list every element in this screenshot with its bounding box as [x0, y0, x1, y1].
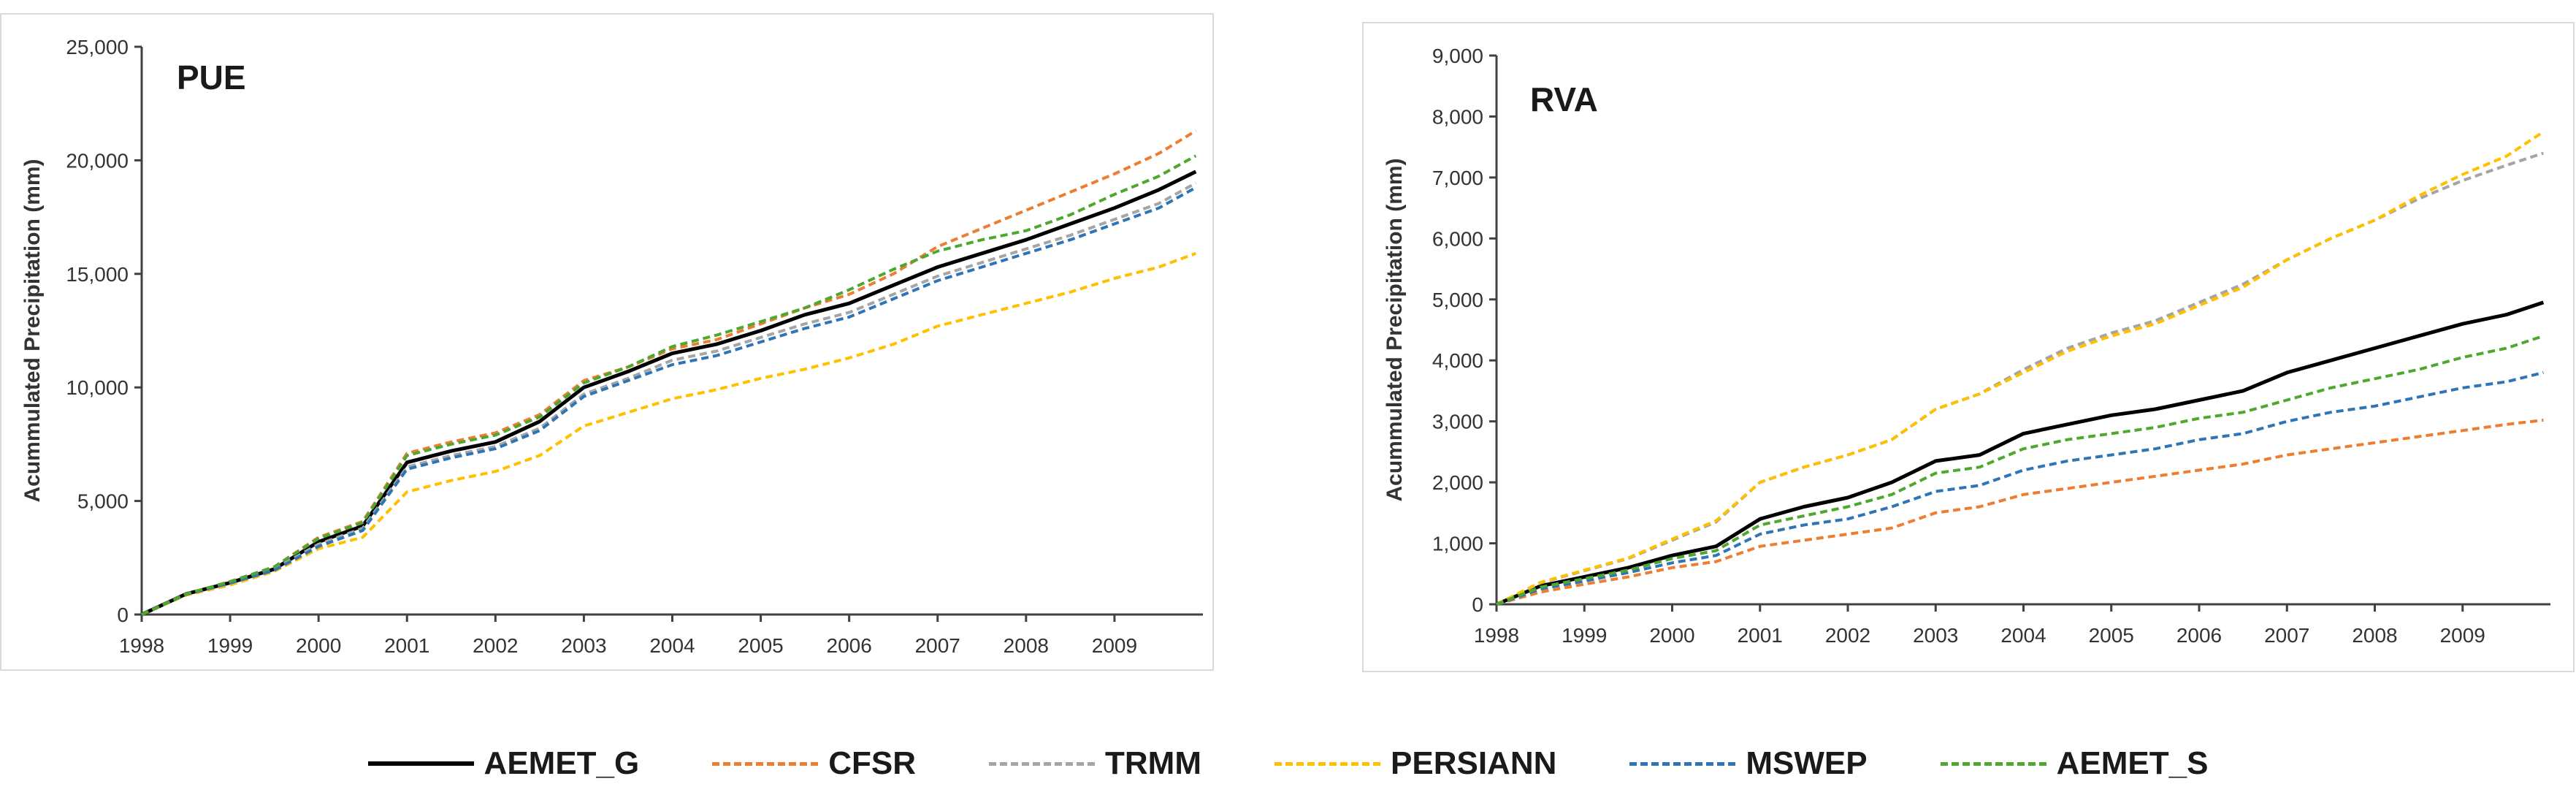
legend: AEMET_G CFSR TRMM PERSIANN MSWEP AEMET_S [0, 738, 2576, 789]
chart-panel-rva: 0 1,000 2,000 3,000 4,000 5,000 6,000 7,000 8,00… [1362, 22, 2575, 672]
x-tick-label: 2004 [2000, 624, 2046, 647]
legend-label: CFSR [828, 745, 917, 781]
legend-swatch-mswep [1629, 761, 1736, 766]
series-line-aemet-g-pue [140, 170, 1197, 617]
x-tick-label: 2002 [1825, 624, 1870, 647]
x-tick-label: 2001 [1738, 624, 1783, 647]
series-line-mswep-rva [1496, 370, 2544, 606]
y-tick-label: 8,000 [1432, 105, 1483, 128]
y-axis-title: Acummulated Precipitation (mm) [1383, 158, 1407, 501]
x-tick-label: 2001 [384, 634, 429, 657]
y-tick-label: 25,000 [66, 36, 129, 58]
y-tick-label: 0 [1472, 593, 1483, 616]
series-line-trmm-pue [141, 181, 1197, 616]
y-tick-label: 20,000 [66, 149, 129, 172]
series-line-mswep-pue [141, 186, 1197, 616]
x-tick-label: 2005 [738, 634, 783, 657]
legend-swatch-cfsr [712, 761, 819, 766]
x-tick-label: 2004 [649, 634, 695, 657]
x-tick-label: 2007 [2264, 624, 2309, 647]
x-tick-label: 2007 [915, 634, 960, 657]
x-tick-label: 2005 [2089, 624, 2134, 647]
x-tick-label: 1999 [1562, 624, 1607, 647]
legend-label: PERSIANN [1391, 745, 1557, 781]
y-tick-label: 5,000 [77, 490, 129, 513]
y-tick-label: 0 [117, 604, 129, 626]
legend-label: TRMM [1105, 745, 1201, 781]
legend-item-aemet-g: AEMET_G [367, 745, 640, 782]
x-tick-label: 1998 [119, 634, 164, 657]
series-line-aemet-s-pue [141, 154, 1197, 616]
x-tick-label: 2006 [2176, 624, 2222, 647]
series-line-cfsr-pue [141, 129, 1197, 616]
y-tick-label: 10,000 [66, 376, 129, 399]
y-tick-label: 3,000 [1432, 411, 1483, 433]
x-tick-label: 2009 [2440, 624, 2485, 647]
legend-swatch-aemet-g [367, 761, 474, 766]
legend-swatch-trmm [989, 761, 1096, 766]
y-tick-label: 6,000 [1432, 227, 1483, 250]
x-tick-label: 2006 [827, 634, 872, 657]
legend-item-trmm: TRMM [989, 745, 1201, 782]
y-tick-label: 5,000 [1432, 289, 1483, 311]
series-line-aemet-g-rva [1496, 300, 2545, 606]
series-line-aemet-s-rva [1496, 334, 2545, 606]
legend-swatch-aemet-s [1940, 761, 2046, 766]
x-tick-label: 2000 [1649, 624, 1694, 647]
y-tick-label: 7,000 [1432, 167, 1483, 189]
series-line-persiann-rva [1496, 130, 2545, 606]
series-line-trmm-rva [1496, 151, 2545, 606]
legend-item-aemet-s: AEMET_S [1940, 745, 2209, 782]
x-tick-label: 2003 [561, 634, 606, 657]
x-tick-label: 2008 [1004, 634, 1049, 657]
x-tick-label: 2008 [2352, 624, 2397, 647]
x-tick-label: 2003 [1913, 624, 1958, 647]
legend-label: MSWEP [1746, 745, 1868, 781]
x-tick-label: 2002 [473, 634, 518, 657]
y-tick-label: 15,000 [66, 263, 129, 286]
chart-pue: 0 5,000 10,000 15,000 20,000 25,000 1998 1999 20… [20, 36, 1203, 657]
chart-panel-pue: 0 5,000 10,000 15,000 20,000 25,000 1998 1999 20… [0, 13, 1214, 671]
y-axis-title: Acummulated Precipitation (mm) [20, 159, 45, 502]
legend-item-mswep: MSWEP [1629, 745, 1868, 782]
x-tick-label: 2000 [296, 634, 341, 657]
legend-label: AEMET_S [2056, 745, 2209, 781]
y-tick-label: 4,000 [1432, 349, 1483, 372]
series-line-cfsr-rva [1496, 419, 2544, 606]
legend-swatch-persiann [1274, 761, 1380, 766]
legend-item-persiann: PERSIANN [1274, 745, 1556, 782]
series-line-persiann-pue [141, 251, 1196, 616]
x-tick-label: 1999 [207, 634, 253, 657]
y-tick-label: 1,000 [1432, 533, 1483, 555]
legend-label: AEMET_G [484, 745, 640, 781]
x-tick-label: 2009 [1092, 634, 1137, 657]
legend-item-cfsr: CFSR [712, 745, 916, 782]
y-tick-label: 9,000 [1432, 45, 1483, 67]
panel-label-pue: PUE [177, 58, 246, 96]
y-tick-label: 2,000 [1432, 471, 1483, 494]
chart-rva: 0 1,000 2,000 3,000 4,000 5,000 6,000 7,000 8,00… [1383, 45, 2550, 647]
x-tick-label: 1998 [1474, 624, 1519, 647]
panel-label-rva: RVA [1530, 80, 1598, 118]
